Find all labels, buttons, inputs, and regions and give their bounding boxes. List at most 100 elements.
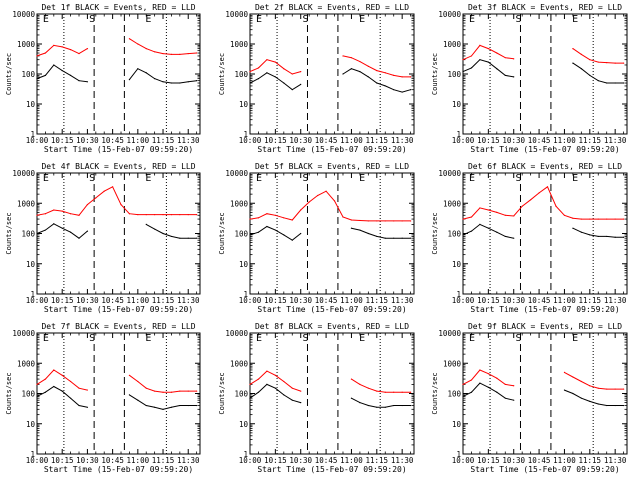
- data-point-events: [367, 404, 369, 407]
- data-point-events: [154, 78, 156, 80]
- data-point-events: [162, 81, 164, 83]
- data-point-lld: [44, 52, 47, 54]
- series-line-lld: [249, 190, 411, 222]
- y-tick-label: 10: [452, 260, 462, 269]
- data-point-events: [187, 404, 189, 407]
- y-tick-label: 1: [30, 130, 35, 139]
- interval-marker: E: [145, 173, 151, 184]
- data-point-events: [128, 394, 131, 396]
- data-point-events: [266, 225, 268, 228]
- data-point-lld: [606, 218, 608, 220]
- y-tick-label: 100: [21, 230, 35, 239]
- interval-marker: E: [469, 14, 475, 25]
- data-point-events: [170, 82, 173, 84]
- y-tick-label: 10000: [438, 169, 461, 178]
- data-point-lld: [342, 216, 344, 218]
- data-point-lld: [196, 214, 198, 216]
- series-line-lld: [36, 186, 197, 216]
- x-tick-label: 10:30: [502, 296, 525, 305]
- data-point-events: [462, 395, 464, 398]
- x-tick-label: 11:00: [553, 456, 576, 465]
- data-point-lld: [504, 214, 506, 216]
- data-point-lld: [614, 388, 616, 390]
- data-point-events: [359, 71, 361, 73]
- data-point-lld: [137, 214, 139, 216]
- y-tick-label: 1: [243, 450, 248, 459]
- data-point-events: [589, 400, 591, 402]
- data-point-lld: [359, 383, 361, 385]
- data-point-lld: [300, 71, 302, 73]
- data-point-events: [367, 232, 369, 235]
- data-point-events: [580, 68, 582, 70]
- x-tick-label: 10:30: [502, 136, 525, 145]
- y-tick-label: 1000: [17, 199, 36, 208]
- data-point-lld: [487, 373, 489, 375]
- data-point-events: [70, 397, 72, 399]
- data-point-lld: [179, 53, 181, 56]
- series-line-lld: [462, 44, 624, 64]
- data-point-lld: [317, 194, 319, 197]
- panel-3: Det 3f BLACK = Events, RED = LLD 1 10 100 10…: [431, 3, 628, 154]
- data-point-lld: [572, 217, 574, 219]
- x-tick-label: 10:45: [101, 136, 124, 145]
- data-point-lld: [410, 220, 412, 222]
- data-point-events: [187, 237, 189, 239]
- x-tick-label: 10:15: [264, 296, 287, 305]
- x-tick-label: 10:15: [51, 136, 74, 145]
- series-line-events: [249, 383, 411, 408]
- data-point-lld: [44, 378, 47, 380]
- y-tick-label: 100: [234, 70, 248, 79]
- data-point-lld: [249, 71, 251, 73]
- y-tick-label: 10: [239, 420, 249, 429]
- interval-marker: E: [572, 173, 578, 184]
- data-point-events: [563, 389, 566, 391]
- data-point-lld: [479, 369, 481, 371]
- data-point-events: [496, 391, 498, 393]
- data-point-events: [384, 85, 386, 87]
- x-tick-label: 10:45: [101, 296, 124, 305]
- x-tick-label: 10:15: [51, 296, 74, 305]
- panel-title: Det 9f BLACK = Events, RED = LLD: [468, 322, 622, 331]
- data-point-lld: [187, 214, 189, 216]
- interval-marker: E: [359, 173, 365, 184]
- data-point-lld: [61, 210, 63, 212]
- x-tick-label: 10:15: [477, 136, 500, 145]
- data-point-events: [257, 391, 260, 393]
- interval-marker: S: [89, 173, 95, 184]
- data-point-lld: [563, 371, 566, 373]
- data-point-events: [572, 392, 574, 395]
- y-axis-label: Counts/sec: [431, 372, 439, 414]
- data-point-events: [162, 408, 164, 410]
- panel-6: Det 6f BLACK = Events, RED = LLD 1 10 100 10…: [431, 162, 628, 314]
- data-point-events: [187, 81, 189, 83]
- data-point-lld: [521, 205, 523, 207]
- data-point-lld: [487, 209, 489, 211]
- data-point-events: [274, 229, 276, 231]
- data-point-events: [496, 68, 498, 70]
- y-tick-label: 10000: [12, 169, 35, 178]
- x-tick-label: 11:15: [366, 296, 389, 305]
- panel-2: Det 2f BLACK = Events, RED = LLD 1 10 100 10…: [218, 3, 415, 154]
- data-point-lld: [70, 213, 72, 215]
- data-point-lld: [170, 391, 173, 393]
- data-point-events: [86, 406, 89, 408]
- data-point-lld: [367, 220, 369, 222]
- x-tick-label: 10:15: [51, 456, 74, 465]
- x-tick-label: 10:45: [315, 136, 338, 145]
- y-tick-label: 1: [456, 450, 461, 459]
- data-point-events: [78, 237, 80, 239]
- data-point-lld: [162, 391, 164, 393]
- data-point-lld: [580, 218, 582, 220]
- data-point-lld: [504, 57, 506, 59]
- data-point-events: [53, 223, 55, 225]
- interval-marker: E: [359, 333, 365, 344]
- y-tick-label: 10: [452, 100, 462, 109]
- data-point-lld: [249, 383, 251, 385]
- data-point-lld: [504, 383, 506, 385]
- interval-marker: E: [359, 14, 365, 25]
- data-point-events: [53, 385, 55, 388]
- interval-marker: S: [89, 14, 95, 25]
- data-point-events: [137, 68, 139, 70]
- x-axis-label: Start Time (15-Feb-07 09:59:20): [470, 465, 619, 474]
